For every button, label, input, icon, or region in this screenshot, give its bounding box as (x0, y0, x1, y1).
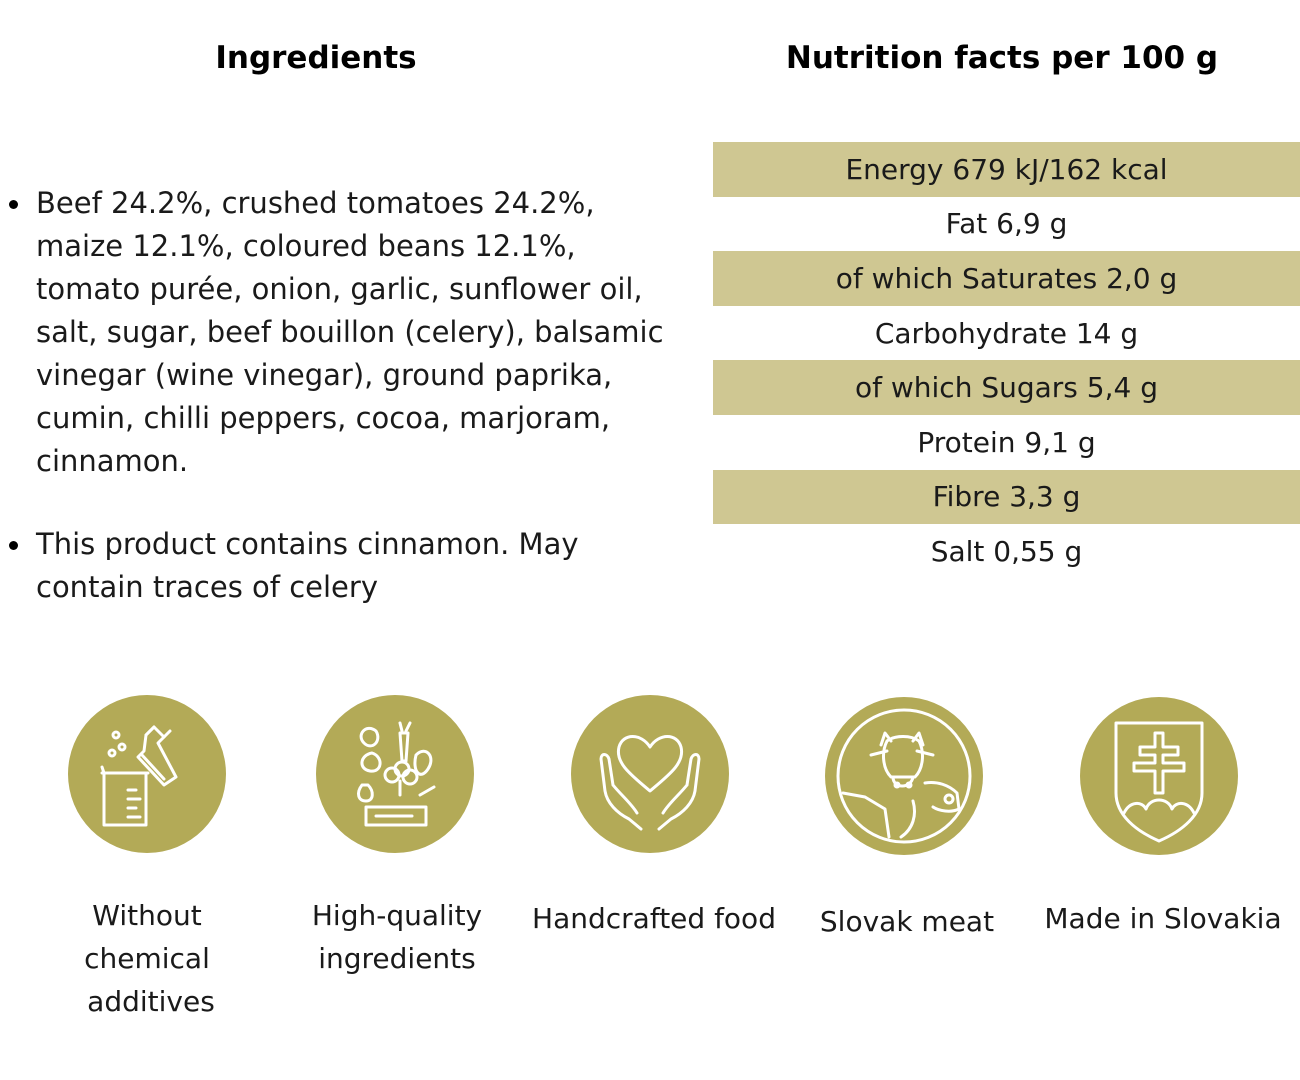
ingredients-heading: Ingredients (215, 40, 417, 76)
vegetables-icon (357, 721, 436, 827)
badge-label-slovak-meat: Slovak meat (802, 900, 1012, 943)
nutrition-table: Energy 679 kJ/162 kcal Fat 6,9 g of whic… (713, 142, 1300, 579)
ingredients-list-item: Beef 24.2%, crushed tomatoes 24.2%, maiz… (9, 182, 686, 483)
nutrition-heading: Nutrition facts per 100 g (785, 40, 1219, 76)
cow-pig-icon (836, 708, 972, 844)
nutrition-row-fat: Fat 6,9 g (945, 207, 1068, 241)
badge-label-line: High-quality (311, 899, 483, 932)
badge-label-line: Handcrafted food (532, 902, 776, 935)
nutrition-row-salt: Salt 0,55 g (930, 534, 1083, 568)
badge-label-made-in-slovakia: Made in Slovakia (1030, 897, 1296, 940)
badge-label-line: Without (92, 899, 202, 932)
nutrition-row-saturates: of which Saturates 2,0 g (713, 251, 1300, 306)
nutrition-row-energy: Energy 679 kJ/162 kcal (713, 142, 1300, 197)
badge-label-quality-ingredients: High-quality ingredients (285, 894, 509, 980)
badge-label-line: Slovak meat (819, 905, 995, 938)
badge-label-line: additives (87, 985, 215, 1018)
badge-slovak-meat (825, 697, 983, 855)
badge-label-line: chemical (84, 942, 210, 975)
badge-quality-ingredients (316, 695, 474, 853)
badge-label-line: Made in Slovakia (1044, 902, 1282, 935)
badge-label-no-additives: Without chemical additives (47, 894, 247, 1023)
slovak-shield-icon (1114, 721, 1204, 843)
chemistry-flask-icon (100, 725, 178, 827)
nutrition-row-fibre: Fibre 3,3 g (713, 469, 1300, 525)
nutrition-row-protein: Protein 9,1 g (917, 425, 1096, 459)
badge-no-additives (68, 695, 226, 853)
nutrition-row-sugars: of which Sugars 5,4 g (713, 360, 1300, 415)
badge-made-in-slovakia (1080, 697, 1238, 855)
badge-label-handcrafted: Handcrafted food (512, 897, 796, 940)
allergen-note: This product contains cinnamon. May cont… (9, 523, 686, 609)
nutrition-row-carbohydrate: Carbohydrate 14 g (874, 316, 1139, 350)
ingredients-list: Beef 24.2%, crushed tomatoes 24.2%, maiz… (9, 182, 686, 609)
heart-hands-icon (599, 735, 701, 831)
badge-handcrafted (571, 695, 729, 853)
badge-label-line: ingredients (318, 942, 476, 975)
